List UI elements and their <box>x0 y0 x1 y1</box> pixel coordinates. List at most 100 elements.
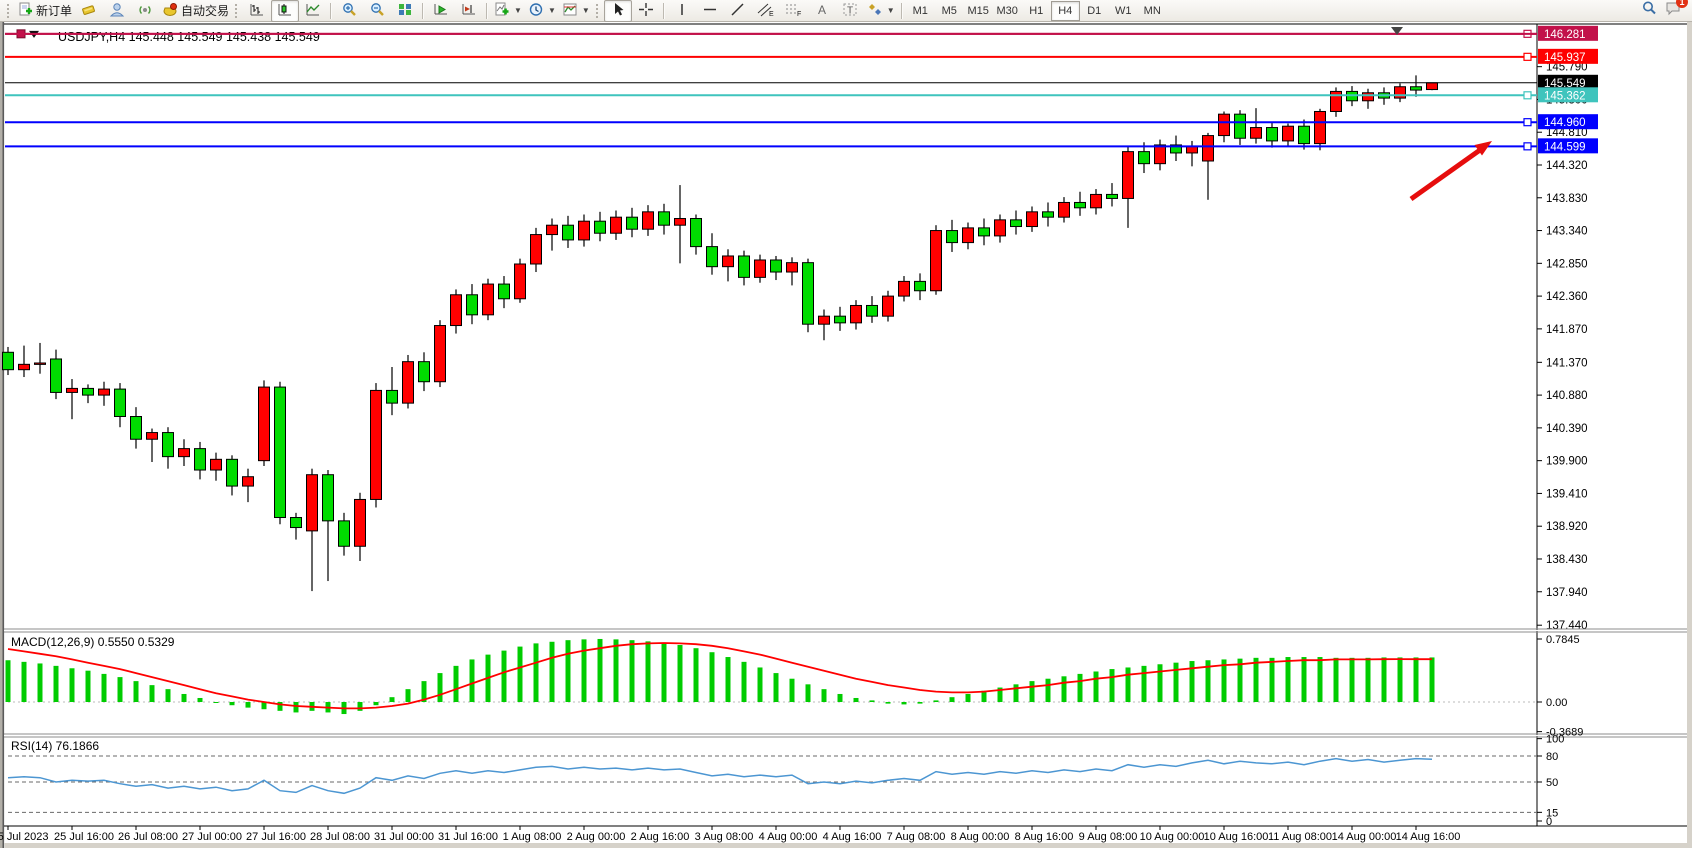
candle-body <box>946 230 958 244</box>
periods-button[interactable]: ▼ <box>525 0 559 22</box>
profile-button[interactable] <box>103 0 131 22</box>
time-tick-label: 2 Aug 16:00 <box>631 831 690 843</box>
macd-histogram-bar <box>1029 681 1035 702</box>
new-order-icon <box>18 2 33 20</box>
trend-arrow-head[interactable] <box>1474 141 1493 156</box>
candle-body <box>1074 201 1086 209</box>
macd-histogram-bar <box>661 643 667 702</box>
timeframe-m30[interactable]: M30 <box>996 4 1018 17</box>
candle-body <box>1042 211 1054 218</box>
candle-body <box>738 255 750 278</box>
notifications-button[interactable]: 1 <box>1665 0 1688 21</box>
text-label-button[interactable]: T <box>836 0 864 22</box>
line-endpoint-handle[interactable] <box>1523 118 1532 127</box>
macd-histogram-bar <box>853 697 859 702</box>
tile-windows-button[interactable] <box>391 0 419 22</box>
macd-histogram-bar <box>1173 662 1179 702</box>
zoom-out-button[interactable] <box>363 0 391 22</box>
time-tick-label: 31 Jul 00:00 <box>374 831 434 843</box>
price-tick-label: 140.390 <box>1546 423 1588 435</box>
toolbar-grip[interactable] <box>7 3 12 18</box>
candle-body <box>690 218 702 248</box>
macd-histogram-bar <box>933 700 939 702</box>
arrows-button[interactable]: ▼ <box>864 0 898 22</box>
macd-histogram-bar <box>245 702 251 708</box>
cursor-button[interactable] <box>603 0 632 22</box>
auto-trading-button[interactable]: 自动交易 <box>159 0 232 22</box>
timeframe-d1[interactable]: D1 <box>1087 4 1102 17</box>
fibonacci-button[interactable]: F <box>780 0 808 22</box>
macd-histogram-bar <box>1013 684 1019 702</box>
candle-body <box>2 351 14 371</box>
price-tick-label: 141.370 <box>1546 357 1588 369</box>
toolbar-grip[interactable] <box>595 3 601 18</box>
macd-scale-label: -0.3689 <box>1546 727 1583 739</box>
candle-body <box>562 224 574 241</box>
line-endpoint-handle[interactable] <box>1523 52 1532 61</box>
macd-histogram-bar <box>613 639 619 702</box>
candle-body <box>34 362 46 365</box>
macd-histogram-bar <box>517 646 523 702</box>
candle-body <box>1090 193 1102 209</box>
candle-body <box>722 255 734 268</box>
timeframe-m1[interactable]: M1 <box>912 4 928 17</box>
timeframe-h4[interactable]: H4 <box>1050 0 1080 21</box>
candle-body <box>290 517 302 529</box>
main-toolbar: 新订单 自动交易 <box>0 0 1692 22</box>
charts-button[interactable] <box>75 0 103 22</box>
macd-histogram-bar <box>1381 657 1387 702</box>
trendline-button[interactable] <box>724 0 752 22</box>
timeframe-w1[interactable]: W1 <box>1114 4 1132 17</box>
new-order-button[interactable]: 新订单 <box>15 0 75 22</box>
toolbar-grip[interactable] <box>235 3 240 18</box>
line-endpoint-handle[interactable] <box>1523 91 1532 100</box>
timeframe-h1[interactable]: H1 <box>1029 4 1044 17</box>
macd-histogram-bar <box>1205 660 1211 702</box>
candle-body <box>1362 92 1374 102</box>
price-tick-label: 144.810 <box>1546 127 1588 139</box>
templates-button[interactable]: ▼ <box>559 0 593 22</box>
candle-body <box>418 361 430 383</box>
search-icon[interactable] <box>1641 0 1657 21</box>
macd-histogram-bar <box>101 673 107 702</box>
indicators-icon <box>494 2 510 20</box>
time-tick-label: 27 Jul 16:00 <box>246 831 306 843</box>
zoom-in-button[interactable] <box>335 0 363 22</box>
candle-body <box>754 259 766 278</box>
trend-arrow-shaft[interactable] <box>1409 147 1482 202</box>
macd-histogram-bar <box>1349 657 1355 702</box>
line-chart-icon <box>305 2 321 20</box>
candle-body <box>578 220 590 241</box>
text-button[interactable]: A <box>808 0 836 22</box>
macd-histogram-bar <box>533 643 539 702</box>
candle-body <box>898 280 910 297</box>
candle-body <box>162 432 174 458</box>
timeframe-mn[interactable]: MN <box>1143 4 1161 17</box>
crosshair-button[interactable] <box>632 0 660 22</box>
channel-button[interactable]: E <box>752 0 780 22</box>
bar-chart-button[interactable] <box>243 0 271 22</box>
chart-shift-button[interactable] <box>455 0 483 22</box>
macd-histogram-bar <box>1141 665 1147 702</box>
price-badge-label: 145.549 <box>1544 78 1586 90</box>
chart-shift-marker[interactable] <box>1391 27 1403 35</box>
auto-scroll-button[interactable] <box>427 0 455 22</box>
line-chart-button[interactable] <box>299 0 327 22</box>
chart-canvas[interactable]: USDJPY,H4 145.448 145.549 145.438 145.54… <box>0 22 1692 848</box>
candlestick-chart-button[interactable] <box>271 0 300 22</box>
candle-body <box>210 458 222 471</box>
vertical-line-button[interactable] <box>668 0 696 22</box>
line-endpoint-handle[interactable] <box>1523 142 1532 151</box>
rsi-line <box>7 757 1433 795</box>
timeframe-m15[interactable]: M15 <box>967 4 989 17</box>
signals-button[interactable] <box>131 0 159 22</box>
time-tick-label: 2 Aug 00:00 <box>567 831 626 843</box>
timeframe-m5[interactable]: M5 <box>941 4 957 17</box>
horizontal-line-button[interactable] <box>696 0 724 22</box>
macd-histogram-bar <box>805 684 811 702</box>
candle-body <box>962 227 974 244</box>
indicators-button[interactable]: ▼ <box>491 0 525 22</box>
macd-histogram-bar <box>357 702 363 711</box>
auto-trading-label: 自动交易 <box>181 4 230 18</box>
price-tick-label: 142.360 <box>1546 291 1588 303</box>
